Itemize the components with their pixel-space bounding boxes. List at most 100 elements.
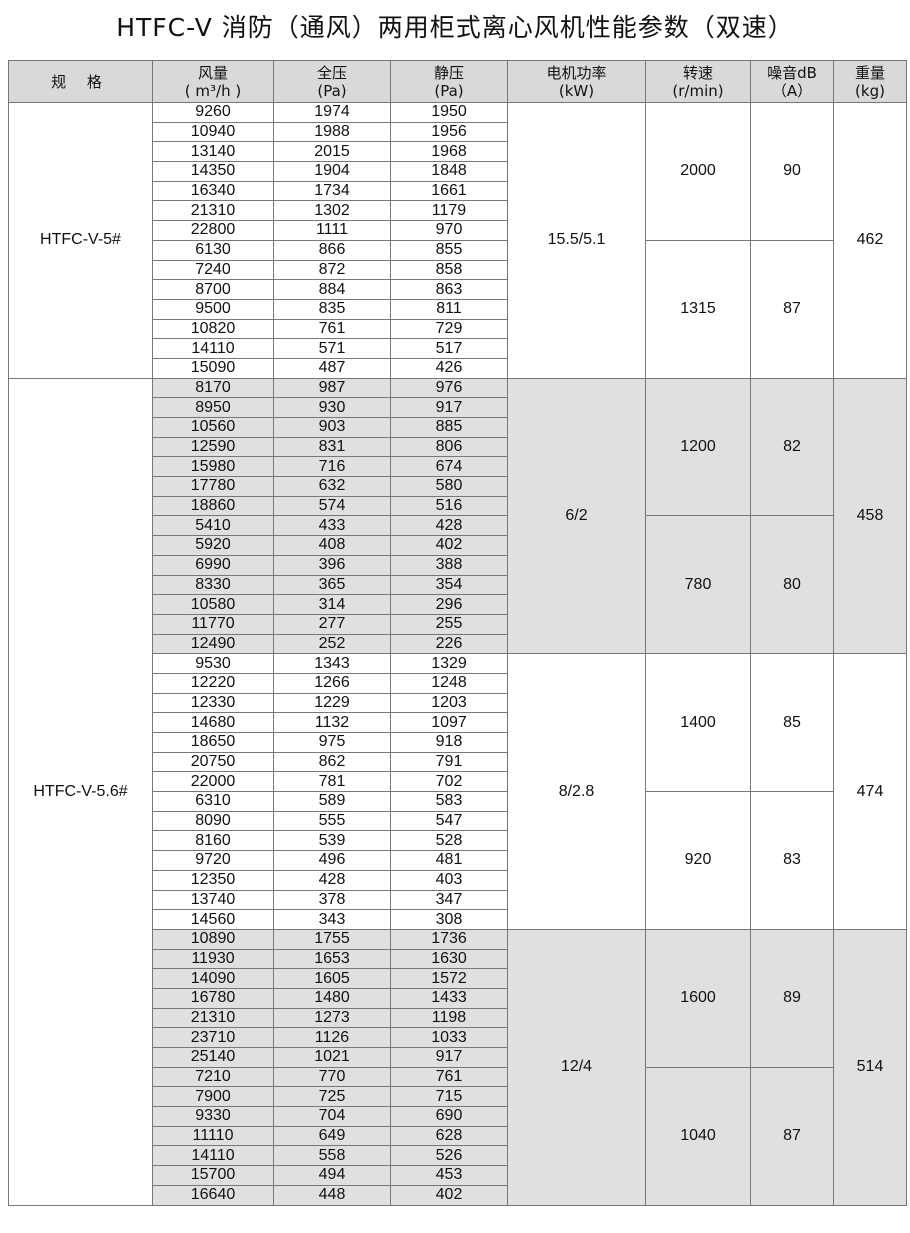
airflow-cell: 5920: [152, 535, 274, 556]
table-row: 12330 1229 1203: [9, 692, 907, 714]
total-pressure-cell: 903: [273, 417, 391, 438]
airflow-cell: 9720: [152, 850, 274, 871]
noise-cell: 80: [750, 515, 834, 655]
speed-cell: 780: [645, 515, 751, 655]
table-row: 15700 494 453: [9, 1165, 907, 1186]
table-row: 12220 1266 1248: [9, 672, 907, 694]
weight-cell: 462: [833, 102, 907, 379]
total-pressure-cell: 866: [273, 239, 391, 261]
airflow-cell: 10890: [152, 928, 274, 950]
noise-cell: 82: [750, 377, 834, 517]
table-row: 5920 408 402: [9, 535, 907, 556]
airflow-cell: 12330: [152, 692, 274, 714]
table-row: 16640 448 402: [9, 1184, 907, 1206]
airflow-cell: 11110: [152, 1125, 274, 1147]
table-row: 7210 770 761 1040 87: [9, 1066, 907, 1206]
static-pressure-cell: 970: [390, 220, 508, 241]
noise-cell: 87: [750, 239, 834, 379]
static-pressure-cell: 453: [390, 1165, 508, 1186]
total-pressure-cell: 433: [273, 515, 391, 537]
speed-cell: 920: [645, 791, 751, 930]
airflow-cell: 14680: [152, 712, 274, 733]
total-pressure-cell: 704: [273, 1106, 391, 1127]
header-airflow: 风量( m³/h ): [152, 60, 274, 103]
total-pressure-cell: 589: [273, 791, 391, 812]
static-pressure-cell: 885: [390, 417, 508, 438]
static-pressure-cell: 791: [390, 751, 508, 773]
static-pressure-cell: 690: [390, 1106, 508, 1127]
static-pressure-cell: 580: [390, 476, 508, 497]
table-row: 10560 903 885: [9, 417, 907, 438]
table-row: 10820 761 729: [9, 318, 907, 340]
static-pressure-cell: 428: [390, 515, 508, 537]
total-pressure-cell: 831: [273, 436, 391, 458]
airflow-cell: 14090: [152, 968, 274, 989]
total-pressure-cell: 1904: [273, 161, 391, 182]
total-pressure-cell: 1266: [273, 672, 391, 694]
airflow-cell: 6990: [152, 554, 274, 576]
static-pressure-cell: 1198: [390, 1007, 508, 1029]
total-pressure-cell: 1126: [273, 1027, 391, 1048]
table-row: 25140 1021 917: [9, 1047, 907, 1068]
static-pressure-cell: 528: [390, 830, 508, 852]
total-pressure-cell: 1734: [273, 180, 391, 202]
static-pressure-cell: 1097: [390, 712, 508, 733]
header-static-pressure-label: 静压: [433, 63, 464, 82]
airflow-cell: 18650: [152, 732, 274, 753]
static-pressure-cell: 1848: [390, 161, 508, 182]
static-pressure-cell: 715: [390, 1086, 508, 1108]
speed-cell: 1400: [645, 653, 751, 793]
static-pressure-cell: 1736: [390, 928, 508, 950]
performance-table: 规 格风量( m³/h ) 全压 (Pa) 静压 (Pa) 电机功率 (kW) 转速 (r/mi…: [8, 60, 907, 1206]
static-pressure-cell: 855: [390, 239, 508, 261]
total-pressure-cell: 396: [273, 554, 391, 576]
speed-cell: 1600: [645, 928, 751, 1068]
airflow-cell: 14110: [152, 1145, 274, 1167]
static-pressure-cell: 863: [390, 279, 508, 300]
airflow-cell: 8950: [152, 397, 274, 418]
total-pressure-cell: 365: [273, 574, 391, 596]
airflow-cell: 17780: [152, 476, 274, 497]
model-cell: HTFC-V-5.6#: [8, 377, 153, 1206]
table-row: 14110 558 526: [9, 1145, 907, 1167]
table-row: 6990 396 388: [9, 554, 907, 576]
total-pressure-cell: 378: [273, 889, 391, 911]
header-noise-unit: （A）: [771, 81, 813, 100]
header-spec-label: 规 格: [51, 72, 110, 91]
header-total-pressure: 全压 (Pa): [273, 60, 391, 103]
table-row: 17780 632 580: [9, 476, 907, 497]
static-pressure-cell: 1203: [390, 692, 508, 714]
airflow-cell: 16340: [152, 180, 274, 202]
weight-cell: 458: [833, 377, 907, 655]
total-pressure-cell: 716: [273, 456, 391, 478]
total-pressure-cell: 781: [273, 771, 391, 793]
airflow-cell: 7210: [152, 1066, 274, 1088]
table-row: 11930 1653 1630: [9, 948, 907, 970]
total-pressure-cell: 555: [273, 810, 391, 832]
header-static-pressure: 静压 (Pa): [390, 60, 508, 103]
total-pressure-cell: 571: [273, 338, 391, 359]
static-pressure-cell: 1956: [390, 121, 508, 143]
static-pressure-cell: 402: [390, 535, 508, 556]
airflow-cell: 14350: [152, 161, 274, 182]
noise-cell: 83: [750, 791, 834, 930]
table-row: 8700 884 863: [9, 279, 907, 300]
airflow-cell: 10560: [152, 417, 274, 438]
total-pressure-cell: 632: [273, 476, 391, 497]
static-pressure-cell: 917: [390, 397, 508, 418]
total-pressure-cell: 428: [273, 869, 391, 891]
table-row: 6310 589 583 920 83: [9, 791, 907, 930]
header-static-pressure-unit: (Pa): [434, 81, 464, 100]
noise-cell: 90: [750, 102, 834, 241]
speed-cell: 1200: [645, 377, 751, 517]
total-pressure-cell: 448: [273, 1184, 391, 1206]
static-pressure-cell: 1968: [390, 141, 508, 163]
page-title: HTFC-V 消防（通风）两用柜式离心风机性能参数（双速）: [116, 13, 794, 42]
total-pressure-cell: 277: [273, 613, 391, 635]
total-pressure-cell: 930: [273, 397, 391, 418]
table-row: 11110 649 628: [9, 1125, 907, 1147]
static-pressure-cell: 347: [390, 889, 508, 911]
airflow-cell: 9330: [152, 1106, 274, 1127]
total-pressure-cell: 252: [273, 633, 391, 655]
static-pressure-cell: 858: [390, 259, 508, 281]
